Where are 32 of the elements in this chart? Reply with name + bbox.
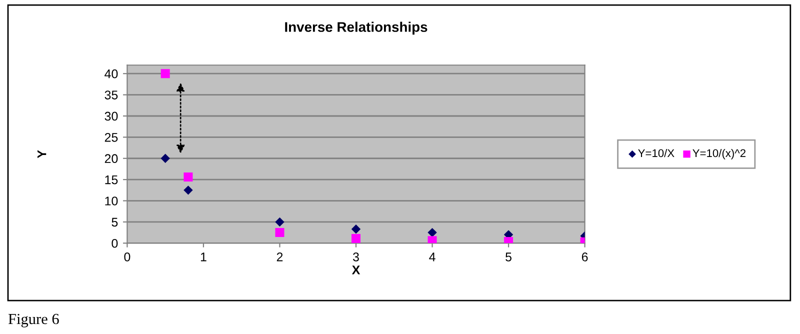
point (275, 217, 284, 227)
y-tick-label: 40 (104, 69, 118, 78)
y-tick-label: 20 (104, 154, 118, 164)
y-tick-label: 10 (105, 196, 118, 206)
x-tick-label: 2 (276, 252, 283, 262)
point (428, 228, 437, 238)
x-tick-label: 3 (353, 252, 359, 262)
point (275, 228, 284, 238)
chart-title: Inverse Relationships (285, 22, 428, 35)
point (352, 234, 360, 243)
x-axis-title: X (352, 266, 360, 274)
point (428, 236, 437, 244)
y-tick-label: 15 (105, 176, 118, 184)
x-tick-label: 4 (429, 252, 436, 262)
x-tick-label: 6 (582, 252, 588, 262)
y-tick-label: 0 (112, 238, 118, 248)
caption: Figure 6 (8, 314, 59, 328)
point (160, 69, 170, 78)
point (184, 172, 193, 182)
legend-label: Y=10/(x)^2 (692, 148, 746, 160)
legend-label: Y=10/X (638, 148, 674, 158)
y-axis-title: Y (38, 150, 46, 158)
x-tick-label: 1 (200, 252, 206, 262)
point (351, 224, 361, 234)
y-tick-label: 5 (112, 218, 118, 227)
x-tick-label: 5 (506, 252, 512, 262)
y-tick-label: 30 (104, 112, 118, 121)
point (184, 186, 193, 195)
y-tick-label: 25 (104, 132, 118, 142)
x-tick-label: 0 (124, 252, 130, 262)
y-tick-label: 35 (104, 90, 118, 100)
point (160, 154, 170, 163)
